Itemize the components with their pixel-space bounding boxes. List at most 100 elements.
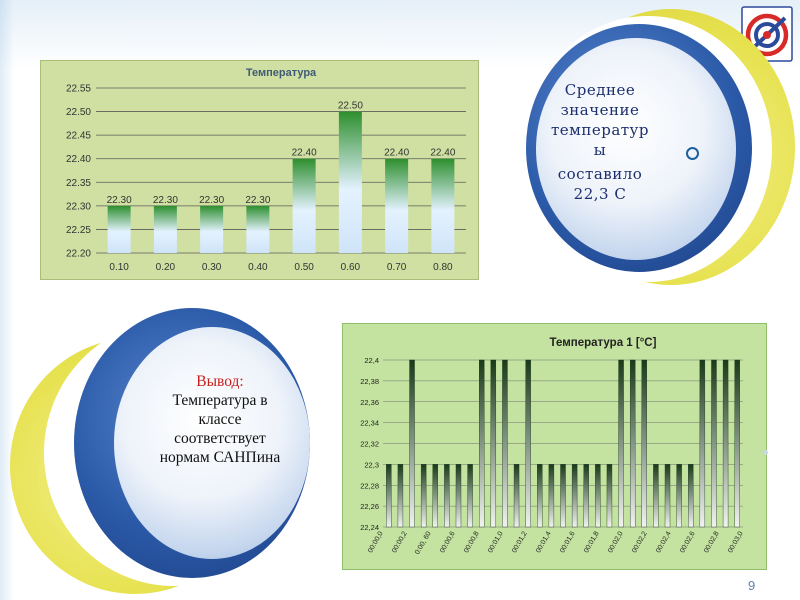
chart2-xtick-label: 00:02,6 [679,530,697,554]
decorative-dot [763,450,768,455]
chart2-xtick-label: 00:00,6 [439,530,457,554]
chart2-bar [455,464,462,528]
chart2-bar [699,359,706,528]
chart2-bar [641,359,647,528]
chart2-ytick-label: 22,26 [360,502,379,511]
chart2-bar [688,464,694,528]
chart1-xtick-label: 0.10 [109,262,129,273]
average-line-5: составило [557,165,643,183]
chart1-xtick-label: 0.70 [387,262,407,273]
chart2-bar [537,464,543,528]
conclusion-line-3: соответствует [174,430,266,447]
degree-symbol-icon [686,147,699,160]
chart2-bar [595,464,601,528]
chart2-ytick-label: 22,36 [360,398,379,407]
chart2-xtick-label: 00:02,8 [703,530,721,554]
chart2-bar [722,359,729,528]
chart2-bar [467,464,473,528]
chart1-bar [246,205,270,253]
inner-disk-top [536,38,736,260]
chart2-xtick-label: 00:01,2 [511,530,529,554]
chart2-xtick-label: 00:00,8 [463,530,481,554]
chart2-bar [664,464,671,528]
chart1-bar [107,205,131,253]
chart2-bar [397,464,404,528]
chart2-bar [618,359,624,528]
chart2-xtick-label: 00:03,0 [727,530,745,554]
chart2-bar [548,464,555,528]
chart2-ytick-label: 22,38 [360,377,379,386]
chart1-ytick-label: 22.40 [66,154,91,165]
temperature-time-chart: Температура 1 [°C] 22,24 22,26 22,28 22,3 22,… [342,323,767,570]
chart2-bar [571,464,578,528]
chart1-xtick-label: 0.60 [341,262,361,273]
average-line-6: 22,3 С [573,185,627,203]
chart1-ytick-label: 22.35 [66,178,91,189]
chart1-bar [385,158,409,253]
chart1-xtick-label: 0.40 [248,262,268,273]
chart1-bar [431,158,455,253]
temperature-bar-chart-svg: Температура 22.20 22.25 22.30 22.35 22.40 22.4… [66,67,466,273]
chart2-bar [386,464,392,528]
chart2-title: Температура 1 [°C] [550,337,657,349]
chart1-xtick-label: 0.20 [156,262,176,273]
conclusion-text: Вывод: Температура в классе соответствуе… [127,372,313,467]
chart2-ytick-label: 22,24 [360,523,379,532]
chart1-bar [153,205,177,253]
chart2-xtick-label: 00:01,6 [559,530,577,554]
chart2-xtick-label: 00:00,0 [367,530,385,554]
chart1-title: Температура [246,67,317,79]
chart2-bar [490,359,497,528]
chart2-bar [409,359,415,528]
temperature-bar-chart: Температура 22.20 22.25 22.30 22.35 22.40 22.4… [40,60,479,280]
chart2-ytick-label: 22,4 [364,356,379,365]
chart2-xtick-label: 00:02,4 [655,530,673,554]
chart2-bar [513,464,520,528]
chart1-ytick-label: 22.45 [66,131,91,142]
average-line-1: Среднее [564,81,636,99]
chart1-data-label: 22.30 [245,195,270,206]
average-line-4: ы [593,141,607,159]
chart2-bar [479,359,485,528]
chart2-bar [432,464,438,528]
chart2-bar [420,464,427,528]
chart1-data-label: 22.30 [107,195,132,206]
average-line-2: значение [560,101,640,119]
chart2-xtick-label: 0:00, 60 [414,530,433,556]
conclusion-line-2: классе [198,411,242,428]
chart1-ytick-label: 22.55 [66,84,91,95]
chart1-ytick-label: 22.50 [66,107,91,118]
chart1-ytick-label: 22.20 [66,249,91,260]
inner-disk-bottom [114,327,310,559]
chart2-ytick-label: 22,3 [364,460,379,469]
conclusion-line-1: Температура в [172,392,268,409]
chart2-xtick-label: 00:01,0 [487,530,505,554]
chart1-data-label: 22.40 [384,148,409,159]
average-line-3: температур [551,121,649,139]
chart2-ytick-label: 22,32 [360,440,379,449]
chart2-xtick-label: 00:01,4 [535,530,553,554]
chart1-bar [338,111,362,253]
chart1-data-label: 22.30 [199,195,224,206]
chart1-xtick-label: 0.30 [202,262,222,273]
chart2-bar [711,359,717,528]
chart1-bar [292,158,316,253]
chart1-data-label: 22.40 [292,148,317,159]
chart1-ytick-label: 22.25 [66,225,91,236]
chart2-bar [583,464,589,528]
chart2-bar [502,359,508,528]
chart1-data-label: 22.50 [338,101,363,112]
chart1-bar [200,205,224,253]
chart2-bar [629,359,636,528]
chart1-data-label: 22.30 [153,195,178,206]
average-temperature-text: Среднее значение температур ы составило … [540,80,660,204]
chart2-xtick-label: 00:01,8 [583,530,601,554]
chart2-bar [560,464,566,528]
left-decoration [0,0,14,600]
page-number: 9 [748,578,756,593]
chart2-ytick-label: 22,34 [360,419,379,428]
chart1-xtick-label: 0.80 [433,262,453,273]
chart2-bar [653,464,659,528]
chart2-bar [444,464,450,528]
chart1-data-label: 22.40 [430,148,455,159]
